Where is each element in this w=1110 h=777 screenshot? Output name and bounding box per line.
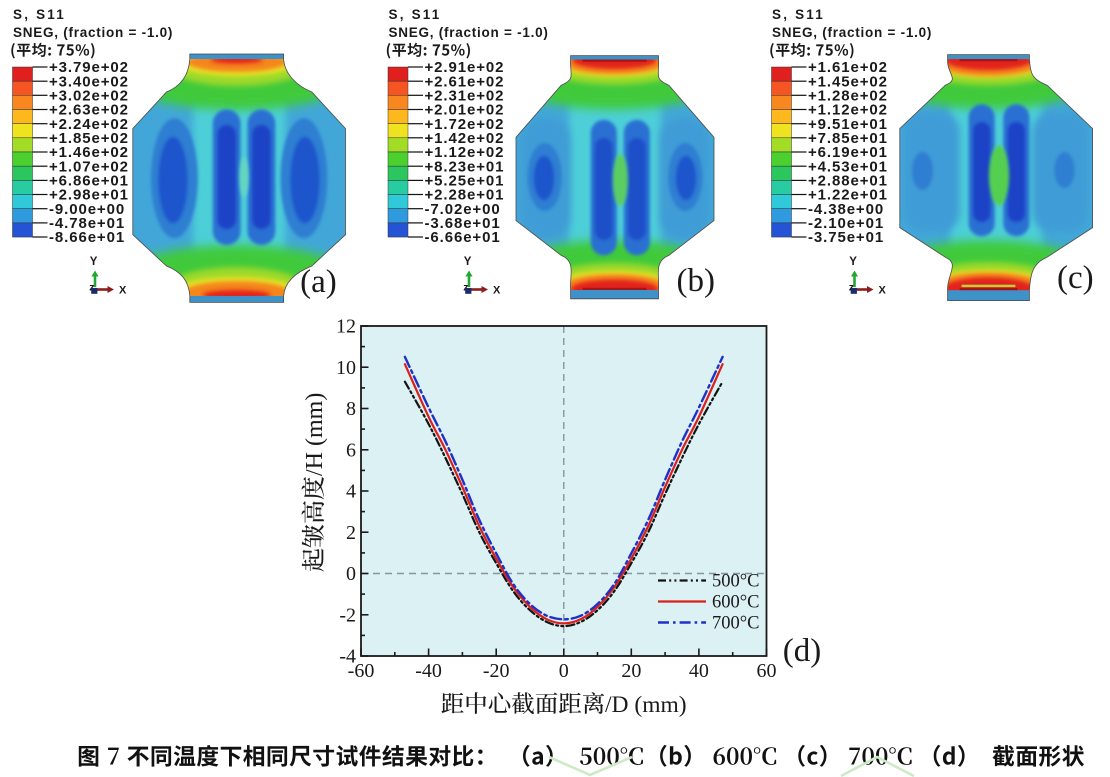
svg-text:/D (mm): /D (mm) [605,692,687,718]
svg-text:+1.42e+02: +1.42e+02 [425,130,505,147]
svg-text:+1.07e+02: +1.07e+02 [49,158,129,175]
svg-text:+1.12e+02: +1.12e+02 [425,144,505,161]
svg-text:X: X [879,285,887,297]
svg-text:+2.63e+02: +2.63e+02 [49,102,129,119]
svg-text:+2.24e+02: +2.24e+02 [49,116,129,133]
svg-text:-20: -20 [483,660,510,682]
svg-text:SNEG, (fraction = -1.0): SNEG, (fraction = -1.0) [389,25,549,40]
svg-text:-2: -2 [339,604,356,626]
svg-text:500°C: 500°C [712,572,760,592]
svg-text:+2.88e+01: +2.88e+01 [808,173,888,190]
svg-text:S, S11: S, S11 [389,7,442,22]
svg-text:+3.02e+02: +3.02e+02 [49,88,129,105]
svg-text:(d): (d) [783,633,821,669]
svg-text:+4.53e+01: +4.53e+01 [808,158,888,175]
svg-text:+1.12e+02: +1.12e+02 [808,102,888,119]
svg-text:Y: Y [90,256,98,268]
svg-text:2: 2 [346,522,356,544]
svg-text:/H (mm): /H (mm) [302,393,328,476]
svg-text:+1.45e+02: +1.45e+02 [808,73,888,90]
svg-text:-60: -60 [348,660,375,682]
svg-text:Y: Y [849,256,857,268]
svg-text:12: 12 [336,316,356,338]
svg-text:700°C: 700°C [712,614,760,634]
svg-text:X: X [119,285,127,297]
svg-text:-3.75e+01: -3.75e+01 [808,229,884,246]
svg-text:-4.38e+00: -4.38e+00 [808,201,884,218]
svg-text:Y: Y [464,256,472,268]
svg-text:+2.28e+01: +2.28e+01 [425,187,505,204]
svg-text:+6.86e+01: +6.86e+01 [49,173,129,190]
svg-text:+2.98e+01: +2.98e+01 [49,187,129,204]
svg-text:(a): (a) [300,264,337,300]
svg-text:8: 8 [346,398,356,420]
svg-text:SNEG, (fraction = -1.0): SNEG, (fraction = -1.0) [772,25,932,40]
svg-text:z: z [463,282,468,294]
svg-text:-4: -4 [339,646,356,668]
svg-text:+7.85e+01: +7.85e+01 [808,130,888,147]
svg-text:+2.91e+02: +2.91e+02 [425,59,505,76]
svg-text:z: z [89,282,94,294]
svg-text:S, S11: S, S11 [13,7,66,22]
svg-text:600°C: 600°C [712,593,760,613]
svg-text:-3.68e+01: -3.68e+01 [425,215,501,232]
svg-text:10: 10 [336,357,356,379]
svg-text:+3.79e+02: +3.79e+02 [49,59,129,76]
svg-text:+8.23e+01: +8.23e+01 [425,158,505,175]
svg-text:6: 6 [346,439,356,461]
svg-text:+5.25e+01: +5.25e+01 [425,173,505,190]
svg-text:+3.40e+02: +3.40e+02 [49,73,129,90]
svg-text:-4.78e+01: -4.78e+01 [49,215,125,232]
svg-text:+1.61e+02: +1.61e+02 [808,59,888,76]
svg-text:+1.72e+02: +1.72e+02 [425,116,505,133]
svg-text:0: 0 [559,660,569,682]
svg-text:S, S11: S, S11 [772,7,825,22]
svg-text:SNEG, (fraction = -1.0): SNEG, (fraction = -1.0) [13,25,173,40]
svg-text:-7.02e+00: -7.02e+00 [425,201,501,218]
svg-text:X: X [493,285,501,297]
svg-text:-8.66e+01: -8.66e+01 [49,229,125,246]
svg-text:-9.00e+00: -9.00e+00 [49,201,125,218]
svg-text:(c): (c) [1057,260,1094,296]
svg-text:+1.85e+02: +1.85e+02 [49,130,129,147]
svg-text:z: z [849,282,854,294]
svg-text:+6.19e+01: +6.19e+01 [808,144,888,161]
svg-text:0: 0 [346,563,356,585]
svg-text:40: 40 [689,660,709,682]
svg-text:(b): (b) [677,263,715,299]
svg-text:60: 60 [756,660,776,682]
svg-text:+2.01e+02: +2.01e+02 [425,102,505,119]
svg-text:20: 20 [621,660,641,682]
svg-text:4: 4 [346,481,356,503]
svg-text:+9.51e+01: +9.51e+01 [808,116,888,133]
svg-text:+1.22e+01: +1.22e+01 [808,187,888,204]
svg-text:+1.28e+02: +1.28e+02 [808,88,888,105]
svg-text:-6.66e+01: -6.66e+01 [425,229,501,246]
svg-text:+2.61e+02: +2.61e+02 [425,73,505,90]
svg-text:-40: -40 [415,660,442,682]
svg-text:+2.31e+02: +2.31e+02 [425,88,505,105]
svg-text:+1.46e+02: +1.46e+02 [49,144,129,161]
svg-text:-2.10e+01: -2.10e+01 [808,215,884,232]
